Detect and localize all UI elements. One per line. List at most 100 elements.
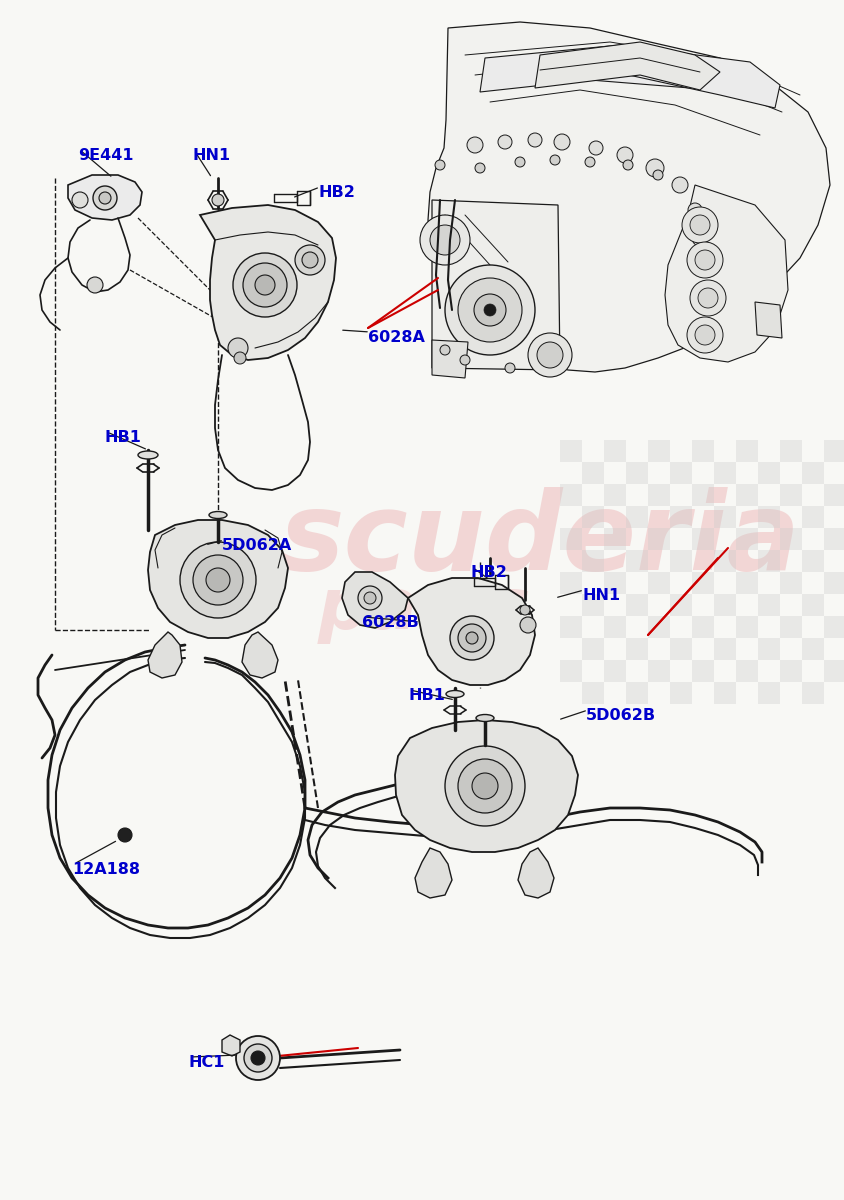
Circle shape <box>234 352 246 364</box>
Bar <box>802 638 824 660</box>
Circle shape <box>695 250 715 270</box>
Circle shape <box>193 554 243 605</box>
Bar <box>648 528 670 550</box>
Circle shape <box>688 203 702 217</box>
Circle shape <box>698 288 718 308</box>
Bar <box>780 572 802 594</box>
Polygon shape <box>415 848 452 898</box>
Bar <box>648 440 670 462</box>
Bar <box>714 594 736 616</box>
Text: 12A188: 12A188 <box>72 862 140 877</box>
Circle shape <box>458 758 512 814</box>
Bar <box>582 594 604 616</box>
Bar <box>802 506 824 528</box>
Circle shape <box>358 586 382 610</box>
Bar <box>714 682 736 704</box>
Bar <box>714 638 736 660</box>
Bar <box>824 572 844 594</box>
Polygon shape <box>518 848 554 898</box>
Bar <box>714 506 736 528</box>
Bar <box>780 440 802 462</box>
Circle shape <box>692 230 708 246</box>
Circle shape <box>236 1036 280 1080</box>
Bar <box>758 594 780 616</box>
Circle shape <box>474 294 506 326</box>
Circle shape <box>528 133 542 146</box>
Circle shape <box>687 242 723 278</box>
Bar <box>604 572 626 594</box>
Bar <box>692 484 714 506</box>
Bar <box>560 616 582 638</box>
Bar <box>648 616 670 638</box>
Circle shape <box>690 215 710 235</box>
Polygon shape <box>342 572 408 628</box>
Polygon shape <box>432 200 560 370</box>
Bar <box>670 550 692 572</box>
Circle shape <box>435 160 445 170</box>
Circle shape <box>420 215 470 265</box>
Polygon shape <box>200 205 336 360</box>
Ellipse shape <box>138 451 158 458</box>
Ellipse shape <box>476 714 494 721</box>
Circle shape <box>695 325 715 346</box>
Circle shape <box>445 265 535 355</box>
Bar <box>670 638 692 660</box>
Bar <box>758 638 780 660</box>
Circle shape <box>550 155 560 164</box>
Circle shape <box>460 355 470 365</box>
Circle shape <box>617 146 633 163</box>
Circle shape <box>653 170 663 180</box>
Polygon shape <box>615 44 780 108</box>
Bar <box>780 484 802 506</box>
Bar <box>780 616 802 638</box>
Polygon shape <box>242 632 278 678</box>
Circle shape <box>467 137 483 152</box>
Bar <box>802 594 824 616</box>
Circle shape <box>450 616 494 660</box>
Bar <box>670 682 692 704</box>
Circle shape <box>295 245 325 275</box>
Text: parts: parts <box>318 576 532 644</box>
Circle shape <box>472 773 498 799</box>
Bar <box>560 660 582 682</box>
Bar <box>626 594 648 616</box>
Polygon shape <box>148 520 288 638</box>
Circle shape <box>180 542 256 618</box>
Bar <box>824 484 844 506</box>
Circle shape <box>228 338 248 358</box>
Circle shape <box>72 192 88 208</box>
Bar <box>758 506 780 528</box>
Text: 5D062B: 5D062B <box>586 708 656 722</box>
Bar <box>648 484 670 506</box>
Bar <box>780 660 802 682</box>
Circle shape <box>682 206 718 242</box>
Bar <box>604 616 626 638</box>
Circle shape <box>118 828 132 842</box>
Circle shape <box>302 252 318 268</box>
Text: 6028B: 6028B <box>362 614 419 630</box>
Circle shape <box>537 342 563 368</box>
Text: HC1: HC1 <box>188 1055 225 1070</box>
Circle shape <box>646 158 664 176</box>
Circle shape <box>505 362 515 373</box>
Circle shape <box>475 163 485 173</box>
Circle shape <box>87 277 103 293</box>
Bar <box>824 440 844 462</box>
Bar <box>736 484 758 506</box>
Circle shape <box>458 624 486 652</box>
Bar <box>714 462 736 484</box>
Ellipse shape <box>209 511 227 518</box>
Bar <box>802 462 824 484</box>
Bar <box>560 572 582 594</box>
Bar <box>736 660 758 682</box>
Circle shape <box>364 592 376 604</box>
Text: HN1: HN1 <box>582 588 620 602</box>
Polygon shape <box>535 42 720 90</box>
Bar <box>692 528 714 550</box>
Polygon shape <box>408 578 535 685</box>
Circle shape <box>484 304 496 316</box>
Polygon shape <box>428 22 830 372</box>
Text: scuderia: scuderia <box>280 487 801 593</box>
Bar <box>670 462 692 484</box>
Circle shape <box>244 1044 272 1072</box>
